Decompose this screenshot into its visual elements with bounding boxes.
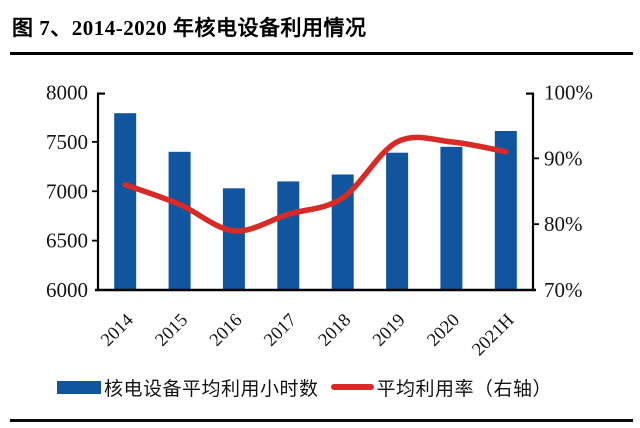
x-axis-label-2019: 2019 bbox=[369, 310, 409, 350]
x-axis-label-2016: 2016 bbox=[206, 310, 246, 350]
right-axis-tick-label: 80% bbox=[544, 212, 583, 236]
bar-2021H bbox=[494, 131, 517, 290]
x-axis-label-2014: 2014 bbox=[97, 310, 137, 350]
right-axis-tick-label: 70% bbox=[544, 278, 583, 302]
left-axis-tick-label: 6500 bbox=[46, 229, 88, 253]
chart-legend: 核电设备平均利用小时数 平均利用率（右轴） bbox=[0, 374, 640, 400]
bar-2017 bbox=[277, 181, 300, 290]
x-axis-label-2017: 2017 bbox=[261, 310, 301, 350]
bar-2015 bbox=[168, 151, 191, 291]
bar-2016 bbox=[222, 188, 245, 290]
right-axis-tick-label: 90% bbox=[544, 146, 583, 170]
legend-label-hours: 核电设备平均利用小时数 bbox=[104, 378, 319, 400]
x-axis-label-2015: 2015 bbox=[152, 310, 192, 350]
right-axis-tick-label: 100% bbox=[544, 81, 593, 105]
x-axis-label-2021H: 2021H bbox=[469, 310, 519, 360]
bar-2020 bbox=[440, 146, 463, 290]
x-axis-label-2020: 2020 bbox=[424, 310, 464, 350]
bar-2014 bbox=[114, 113, 137, 290]
axis-ticks bbox=[92, 140, 539, 242]
line-series-swatch bbox=[330, 384, 374, 390]
figure-title: 图 7、2014-2020 年核电设备利用情况 bbox=[12, 16, 367, 40]
bar-series-swatch bbox=[57, 380, 101, 394]
bar-2019 bbox=[386, 152, 409, 290]
legend-label-rate: 平均利用率（右轴） bbox=[376, 378, 553, 400]
axes bbox=[95, 92, 536, 292]
x-axis-label-2018: 2018 bbox=[315, 310, 355, 350]
footer-rule bbox=[10, 419, 633, 422]
left-axis-tick-label: 7500 bbox=[46, 130, 88, 154]
title-underline bbox=[10, 52, 633, 55]
line-series bbox=[122, 134, 509, 234]
bar-series bbox=[114, 113, 517, 291]
legend-item-hours: 核电设备平均利用小时数 bbox=[57, 374, 319, 401]
utilization-rate-line bbox=[122, 134, 509, 234]
left-axis-tick-label: 7000 bbox=[46, 179, 88, 203]
left-axis-tick-label: 6000 bbox=[46, 278, 88, 302]
legend-item-rate: 平均利用率（右轴） bbox=[330, 374, 553, 401]
left-axis-tick-label: 8000 bbox=[46, 81, 88, 105]
